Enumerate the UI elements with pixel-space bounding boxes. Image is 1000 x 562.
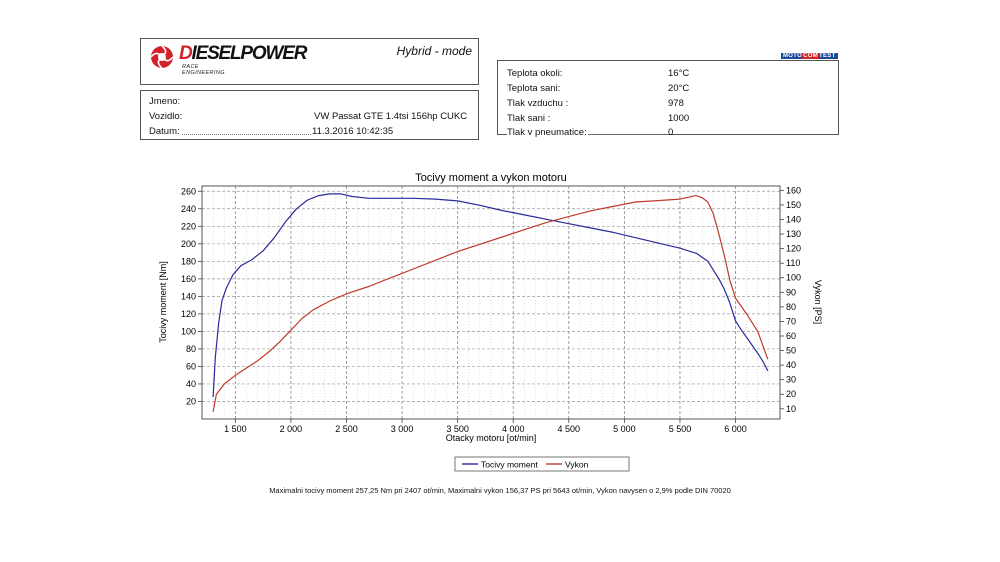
vehicle-value: VW Passat GTE 1.4tsi 156hp CUKC <box>314 111 468 122</box>
y-tick-label: 20 <box>186 396 196 406</box>
chart-grid <box>202 186 780 419</box>
dotted-leader <box>588 134 668 135</box>
intake-pressure-value: 1000 <box>668 113 690 124</box>
y2-tick-label: 140 <box>786 214 801 224</box>
y2-tick-label: 30 <box>786 375 796 385</box>
air-pressure-value: 978 <box>668 98 684 109</box>
y-axis-right: 10 20 30 40 50 60 70 80 90 100 110 120 130 140 150 160 <box>780 185 801 414</box>
date-label: Datum: <box>149 126 181 137</box>
x-axis: 1 500 2 000 2 500 3 000 3 500 4 000 4 500 5 000… <box>224 419 747 434</box>
y-axis-left-label: Tocivy moment [Nm] <box>158 261 168 343</box>
intake-pressure-label: Tlak sani : <box>507 113 551 124</box>
plot-frame <box>201 185 781 420</box>
y-tick-label: 120 <box>181 309 196 319</box>
brand-name: DIESELPOWER <box>179 43 307 64</box>
y2-tick-label: 70 <box>786 316 796 326</box>
y-tick-label: 80 <box>186 344 196 354</box>
y-tick-label: 160 <box>181 274 196 284</box>
y-tick-label: 40 <box>186 379 196 389</box>
series-lines <box>212 193 769 412</box>
intake-temp-label: Teplota sani: <box>507 83 561 94</box>
y-tick-label: 180 <box>181 256 196 266</box>
tire-pressure-value: 0 <box>668 127 674 138</box>
legend-label-power: Vykon <box>565 460 589 470</box>
x-tick-label: 5 500 <box>669 424 692 434</box>
y2-tick-label: 50 <box>786 346 796 356</box>
y2-tick-label: 110 <box>786 258 800 268</box>
x-tick-label: 3 000 <box>391 424 414 434</box>
y-axis-left: 20 40 60 80 100 120 140 160 180 200 220 240 260 <box>181 186 202 406</box>
x-axis-label: Otacky motoru [ot/min] <box>446 433 537 443</box>
turbo-icon <box>150 45 174 69</box>
y2-tick-label: 160 <box>786 185 801 195</box>
legend-label-torque: Tocivy moment <box>481 460 538 470</box>
series-line-power <box>212 195 769 412</box>
x-tick-label: 3 500 <box>446 424 469 434</box>
y2-tick-label: 20 <box>786 389 796 399</box>
y2-tick-label: 130 <box>786 229 801 239</box>
y-tick-label: 220 <box>181 221 196 231</box>
x-tick-label: 5 000 <box>613 424 636 434</box>
x-tick-label: 6 000 <box>724 424 747 434</box>
y-tick-label: 200 <box>181 239 196 249</box>
x-tick-label: 1 500 <box>224 424 247 434</box>
y2-tick-label: 100 <box>786 273 801 283</box>
legend: Tocivy moment Vykon <box>454 456 630 472</box>
x-tick-label: 4 500 <box>558 424 581 434</box>
y-tick-label: 100 <box>181 326 196 336</box>
x-tick-label: 4 000 <box>502 424 525 434</box>
y-tick-label: 140 <box>181 291 196 301</box>
dyno-chart: Tocivy moment a vykon motoru 1 500 2 000 2… <box>158 172 823 472</box>
ambient-temp-label: Teplota okoli: <box>507 68 563 79</box>
dieselpower-logo: DIESELPOWER RACE ENGINEERING <box>149 43 307 76</box>
air-pressure-label: Tlak vzduchu : <box>507 98 569 109</box>
intake-temp-value: 20°C <box>668 83 690 94</box>
x-tick-label: 2 000 <box>280 424 303 434</box>
date-value: 11.3.2016 10:42:35 <box>312 126 394 137</box>
y2-tick-label: 120 <box>786 244 801 254</box>
y2-tick-label: 150 <box>786 200 801 210</box>
y2-tick-label: 90 <box>786 287 796 297</box>
x-tick-label: 2 500 <box>335 424 358 434</box>
name-label: Jmeno: <box>149 96 181 107</box>
vehicle-info-box: Jmeno: Vozidlo: VW Passat GTE 1.4tsi 156… <box>140 90 479 140</box>
max-values-note: Maximalni tocivy moment 257,25 Nm pri 24… <box>269 486 731 495</box>
header-logo-box: DIESELPOWER RACE ENGINEERING Hybrid - mo… <box>140 38 479 85</box>
ambient-temp-value: 16°C <box>668 68 690 79</box>
vehicle-label: Vozidlo: <box>149 111 183 122</box>
y2-tick-label: 40 <box>786 360 796 370</box>
y-axis-right-label: Vykon [PS] <box>813 280 823 324</box>
legend-box <box>454 456 630 472</box>
conditions-box: Teplota okoli: 16°C Teplota sani: 20°C T… <box>497 60 839 138</box>
y-tick-label: 240 <box>181 204 196 214</box>
motocomtest-logo: MOTOCOMTEST <box>781 53 838 59</box>
y-tick-label: 260 <box>181 186 196 196</box>
mode-label: Hybrid - mode <box>396 44 472 58</box>
brand-subtitle: RACE ENGINEERING <box>182 64 225 76</box>
y-tick-label: 60 <box>186 361 196 371</box>
y2-tick-label: 80 <box>786 302 796 312</box>
tire-pressure-label: Tlak v pneumatice: <box>507 127 588 138</box>
y2-tick-label: 60 <box>786 331 796 341</box>
dotted-leader <box>177 134 311 135</box>
chart-title: Tocivy moment a vykon motoru <box>415 172 567 184</box>
series-line-torque <box>212 193 769 398</box>
y2-tick-label: 10 <box>786 404 796 414</box>
